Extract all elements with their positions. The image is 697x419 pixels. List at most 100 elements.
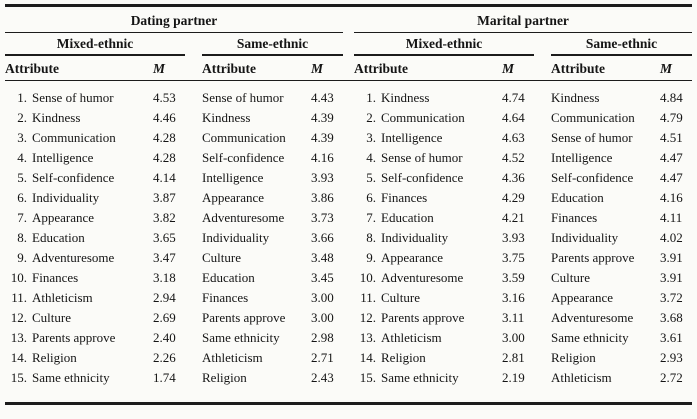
attribute-mean: 4.84 — [660, 90, 683, 106]
attribute-name: Parents approve — [32, 330, 116, 346]
attribute-mean: 3.18 — [153, 270, 176, 286]
table-bottom-rule — [5, 402, 692, 405]
attribute-mean: 3.93 — [311, 170, 334, 186]
subgroup-title: Mixed-ethnic — [56, 36, 134, 52]
row-number: 14. — [359, 350, 376, 366]
attribute-name: Appearance — [381, 250, 444, 266]
attribute-name: Kindness — [32, 110, 81, 126]
attribute-mean: 4.52 — [502, 150, 525, 166]
attribute-name: Culture — [32, 310, 71, 326]
attribute-mean: 3.48 — [311, 250, 334, 266]
attribute-name: Education — [202, 270, 255, 286]
attribute-mean: 4.28 — [153, 130, 176, 146]
attribute-name: Culture — [381, 290, 420, 306]
subgroup-rule — [354, 54, 534, 56]
column-header-mean: M — [153, 60, 166, 76]
rows-dating-mixed: 1. Sense of humor 4.53 2. Kindness 4.46 … — [5, 88, 185, 388]
attribute-mean: 4.28 — [153, 150, 176, 166]
table-row: 12. Parents approve 3.11 — [354, 308, 534, 328]
table-row: Athleticism 2.71 — [202, 348, 343, 368]
table-row: Self-confidence 4.47 — [551, 168, 692, 188]
attribute-name: Intelligence — [381, 130, 443, 146]
attribute-name: Parents approve — [202, 310, 286, 326]
subgroup-rule — [5, 54, 185, 56]
attribute-mean: 3.66 — [311, 230, 334, 246]
table-row: 10. Finances 3.18 — [5, 268, 185, 288]
attribute-mean: 3.61 — [660, 330, 683, 346]
attribute-name: Kindness — [551, 90, 600, 106]
row-number: 11. — [11, 290, 27, 306]
table-row: Culture 3.91 — [551, 268, 692, 288]
attribute-name: Parents approve — [551, 250, 635, 266]
column-header-attribute: Attribute — [202, 60, 256, 76]
table-row: 12. Culture 2.69 — [5, 308, 185, 328]
table-row: 5. Self-confidence 4.36 — [354, 168, 534, 188]
row-number: 15. — [10, 370, 27, 386]
table-row: 5. Self-confidence 4.14 — [5, 168, 185, 188]
attribute-name: Individuality — [202, 230, 270, 246]
table-row: Intelligence 4.47 — [551, 148, 692, 168]
table-row: Culture 3.48 — [202, 248, 343, 268]
table-row: 7. Education 4.21 — [354, 208, 534, 228]
table-row: 7. Appearance 3.82 — [5, 208, 185, 228]
attribute-mean: 4.74 — [502, 90, 525, 106]
attribute-mean: 4.47 — [660, 170, 683, 186]
attribute-name: Same ethnicity — [381, 370, 459, 386]
subgroup-title: Same-ethnic — [236, 36, 309, 52]
attribute-mean: 4.63 — [502, 130, 525, 146]
table-row: 14. Religion 2.26 — [5, 348, 185, 368]
attribute-name: Individuality — [551, 230, 619, 246]
attribute-name: Adventuresome — [202, 210, 285, 226]
table-row: 10. Adventuresome 3.59 — [354, 268, 534, 288]
table-row: Religion 2.93 — [551, 348, 692, 368]
table-row: Communication 4.79 — [551, 108, 692, 128]
table-row: Finances 4.11 — [551, 208, 692, 228]
attribute-mean: 4.64 — [502, 110, 525, 126]
attribute-mean: 3.45 — [311, 270, 334, 286]
table-row: Same ethnicity 3.61 — [551, 328, 692, 348]
row-number: 9. — [366, 250, 376, 266]
table-row: 6. Individuality 3.87 — [5, 188, 185, 208]
attribute-name: Appearance — [32, 210, 95, 226]
rows-marital-mixed: 1. Kindness 4.74 2. Communication 4.64 3… — [354, 88, 534, 388]
row-number: 4. — [366, 150, 376, 166]
table-row: Communication 4.39 — [202, 128, 343, 148]
attribute-mean: 2.72 — [660, 370, 683, 386]
row-number: 1. — [366, 90, 376, 106]
group-title-marital: Marital partner — [477, 12, 569, 28]
row-number: 12. — [10, 310, 27, 326]
subgroup-title: Same-ethnic — [585, 36, 658, 52]
table-row: 13. Athleticism 3.00 — [354, 328, 534, 348]
table-row: Religion 2.43 — [202, 368, 343, 388]
group-rule — [354, 31, 692, 34]
table-header: Dating partner Mixed-ethnic Attribute M … — [5, 7, 692, 78]
table-row: Sense of humor 4.43 — [202, 88, 343, 108]
attribute-name: Self-confidence — [381, 170, 464, 186]
attribute-name: Communication — [381, 110, 465, 126]
attribute-mean: 3.16 — [502, 290, 525, 306]
attribute-name: Finances — [202, 290, 249, 306]
table-row: 3. Intelligence 4.63 — [354, 128, 534, 148]
row-number: 3. — [17, 130, 27, 146]
attribute-name: Individuality — [381, 230, 449, 246]
attribute-mean: 2.40 — [153, 330, 176, 346]
attribute-name: Sense of humor — [551, 130, 633, 146]
attribute-name: Appearance — [202, 190, 265, 206]
row-number: 1. — [17, 90, 27, 106]
attribute-name: Intelligence — [551, 150, 613, 166]
subgroup-header-dating-same: Same-ethnic Attribute M — [202, 33, 343, 78]
attribute-mean: 3.87 — [153, 190, 176, 206]
table-row: 8. Education 3.65 — [5, 228, 185, 248]
attribute-name: Adventuresome — [381, 270, 464, 286]
attribute-name: Education — [32, 230, 85, 246]
row-number: 13. — [10, 330, 27, 346]
row-number: 11. — [360, 290, 376, 306]
group-header-dating: Dating partner Mixed-ethnic Attribute M … — [5, 7, 343, 78]
attribute-name: Communication — [202, 130, 286, 146]
table-top-rule — [5, 4, 692, 7]
attribute-name: Religion — [202, 370, 247, 386]
attribute-name: Communication — [551, 110, 635, 126]
table-row: Parents approve 3.00 — [202, 308, 343, 328]
attribute-mean: 3.91 — [660, 250, 683, 266]
table-row: Kindness 4.39 — [202, 108, 343, 128]
